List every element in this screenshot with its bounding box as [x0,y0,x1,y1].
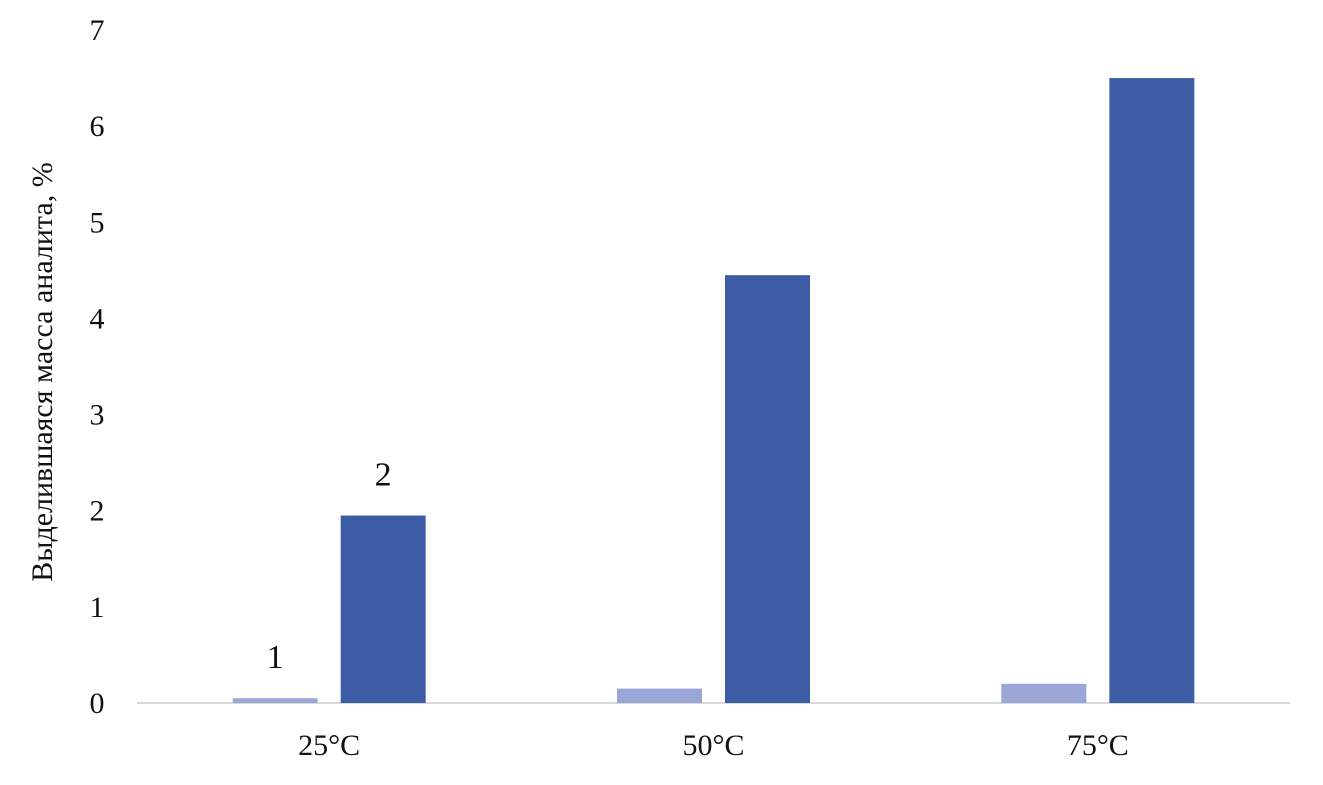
y-tick-label: 7 [90,14,105,47]
y-tick-label: 4 [90,302,105,335]
bar-series-1-2 [1001,683,1087,703]
x-tick-label: 75°C [1067,729,1129,762]
y-tick-label: 5 [90,206,105,239]
bar-series-2-1 [725,275,810,703]
bar-series-2-2 [1109,78,1195,704]
y-tick-label: 3 [90,399,105,432]
y-axis-ticks: 0 1 2 3 4 5 6 7 [90,14,105,720]
y-tick-label: 2 [90,495,105,528]
y-tick-label: 6 [90,110,105,143]
x-axis-ticks: 25°C 50°C 75°C [298,729,1129,762]
bars: 12 [232,78,1195,704]
y-tick-label: 1 [90,591,105,624]
bar-series-1-1 [617,688,702,703]
y-axis-label: Выделившаяся масса аналита, % [26,162,59,581]
y-tick-label: 0 [90,687,105,720]
series-label: 1 [267,639,284,676]
x-tick-label: 50°C [682,729,744,762]
bar-series-1-0 [232,698,318,703]
x-tick-label: 25°C [298,729,360,762]
series-label: 2 [375,457,392,494]
bar-series-2-0 [340,515,426,703]
